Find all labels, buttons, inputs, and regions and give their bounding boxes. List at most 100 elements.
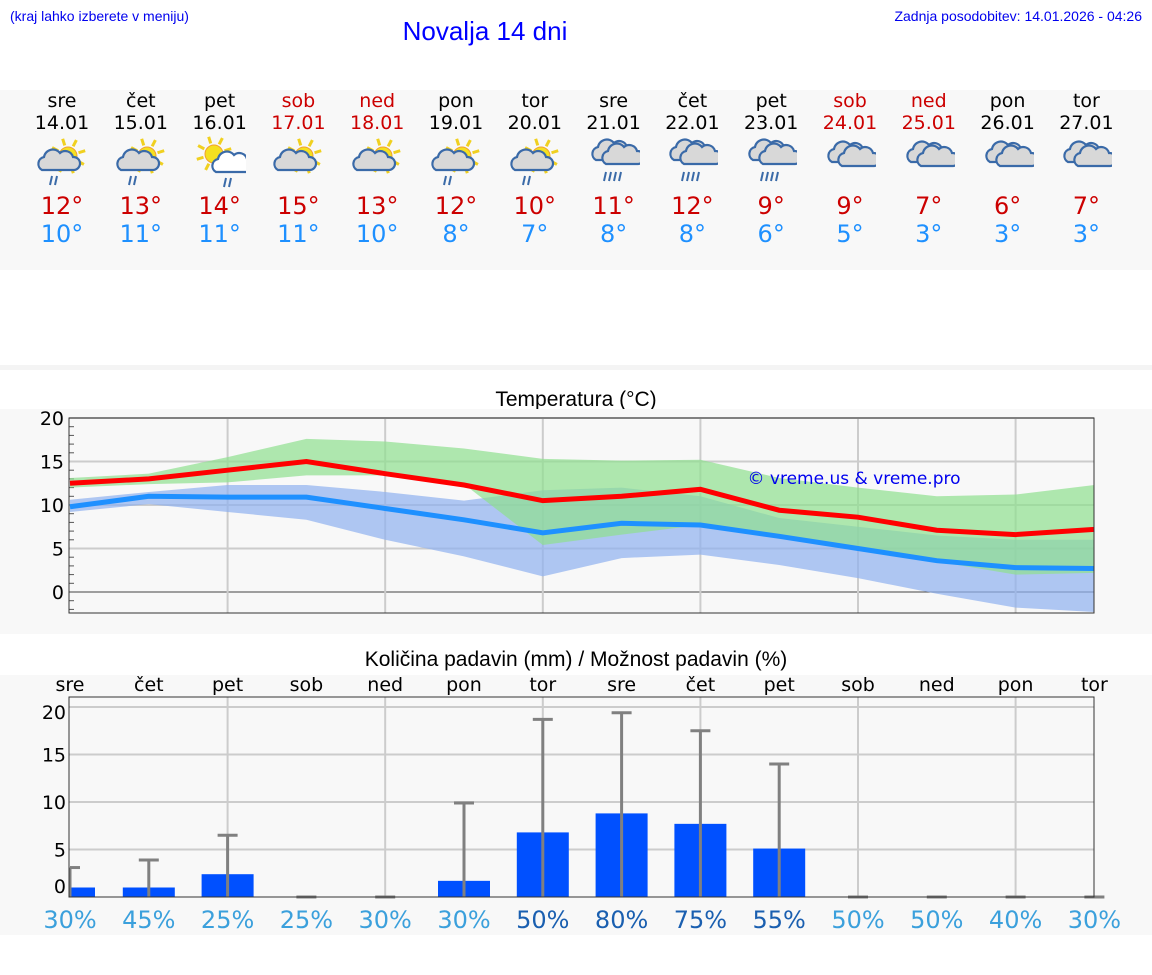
page-title: Novalja 14 dni [402,16,568,46]
cloud-icon [968,136,1048,188]
sun-cloud-rain-icon [495,136,575,188]
day-name: pet [755,90,787,112]
max-temp: 7° [1072,192,1101,220]
max-temp: 13° [119,192,163,220]
min-temp: 7° [521,220,549,248]
cloud-rain-icon [652,136,732,188]
y-tick-label: 15 [40,452,64,474]
sun-cloud-rain-icon [416,136,496,188]
day-name: sre [47,90,77,112]
day-label: pet [764,675,795,696]
max-temp: 6° [993,192,1022,220]
y-tick-label: 10 [42,792,66,814]
min-temp-range [70,484,1095,613]
day-column: ned 18.01 13° 10° [337,90,417,248]
y-tick-label: 0 [52,582,64,604]
precip-probability: 30% [1068,906,1121,934]
precip-bar [69,887,95,897]
day-date: 19.01 [428,112,484,134]
day-name: tor [1072,90,1100,112]
max-temp: 11° [592,192,635,220]
min-temp: 11° [119,220,163,248]
day-column: čet 15.01 13° 11° [101,90,181,248]
precipitation-chart-title: Količina padavin (mm) / Možnost padavin … [364,648,788,671]
min-temp: 11° [198,220,241,248]
day-label: pon [446,675,482,696]
y-tick-label: 20 [42,702,66,724]
day-label: ned [919,675,955,696]
day-label: sre [56,675,85,696]
cloud-icon [889,136,969,188]
day-date: 17.01 [271,112,326,134]
sun-cloud-icon [258,136,338,188]
day-label: pon [998,675,1034,696]
day-column: pon 26.01 6° 3° [968,90,1048,248]
precip-probability: 50% [516,906,569,934]
day-name: sob [833,90,867,112]
daily-forecast-strip: sre 14.01 12° 10° čet 15.01 13° 11° pet 16… [0,90,1152,270]
last-updated: Zadnja posodobitev: 14.01.2026 - 04:26 [894,8,1142,24]
day-column: tor 20.01 10° 7° [495,90,575,248]
cloud-rain-icon [574,136,654,188]
min-temp: 8° [678,220,707,248]
min-temp-line [69,493,1095,572]
day-date: 20.01 [507,112,562,134]
min-temp: 3° [993,220,1022,248]
cloud-rain-icon [731,136,811,188]
day-name: ned [359,90,396,112]
max-temp: 9° [757,192,785,220]
max-temp: 12° [40,192,84,220]
day-label: pet [212,675,243,696]
day-label: ned [367,675,403,696]
location-hint[interactable]: (kraj lahko izberete v meniju) [10,8,189,24]
min-temp: 8° [442,220,470,248]
precip-probability: 30% [437,906,490,934]
day-column: pon 19.01 12° 8° [416,90,496,248]
day-date: 15.01 [113,112,168,134]
day-date: 14.01 [34,112,90,134]
day-name: pon [438,90,474,112]
day-date: 16.01 [192,112,247,134]
day-column: sob 24.01 9° 5° [810,90,890,248]
precip-probability: 45% [122,906,175,934]
min-temp: 6° [757,220,785,248]
day-name: čet [126,90,156,112]
sun-cloud-icon [337,136,417,188]
day-label: sre [607,675,636,696]
max-temp: 9° [836,192,864,220]
cloud-icon [810,136,890,188]
min-temp: 3° [915,220,943,248]
precip-probability: 50% [910,906,963,934]
precip-probability: 80% [595,906,648,934]
precip-probability: 30% [43,906,96,934]
min-temp: 10° [355,220,399,248]
max-temp: 15° [277,192,320,220]
day-name: sre [599,90,629,112]
day-date: 24.01 [822,112,878,134]
min-temp: 3° [1072,220,1101,248]
max-temp: 13° [355,192,399,220]
day-label: sob [841,675,875,696]
max-temp-line [69,458,1095,538]
day-column: pet 16.01 14° 11° [180,90,260,248]
day-label: čet [134,675,164,696]
sun-whitecloud-rain-icon [180,136,260,188]
precipitation-chart: 0 5 10 15 20 sre čet pet sob ned pon tor sre čet pet so… [42,675,1121,934]
day-label: čet [686,675,716,696]
day-date: 23.01 [743,112,799,134]
day-date: 27.01 [1059,112,1114,134]
day-name: pet [203,90,236,112]
day-label: tor [1081,675,1108,696]
day-column: tor 27.01 7° 3° [1046,90,1126,248]
max-temp: 12° [671,192,714,220]
temperature-chart-title: Temperatura (°C) [495,388,657,411]
temperature-chart: 0 5 10 15 20 © vreme.us & vreme.pro [40,408,1095,614]
day-column: ned 25.01 7° 3° [889,90,969,248]
precip-probability: 25% [201,906,254,934]
day-name: tor [521,90,549,112]
day-label: tor [529,675,556,696]
day-column: sre 14.01 12° 10° [22,90,102,248]
precipitation-panel [0,675,1152,935]
plot-border [68,696,1095,898]
precip-probability: 40% [989,906,1042,934]
